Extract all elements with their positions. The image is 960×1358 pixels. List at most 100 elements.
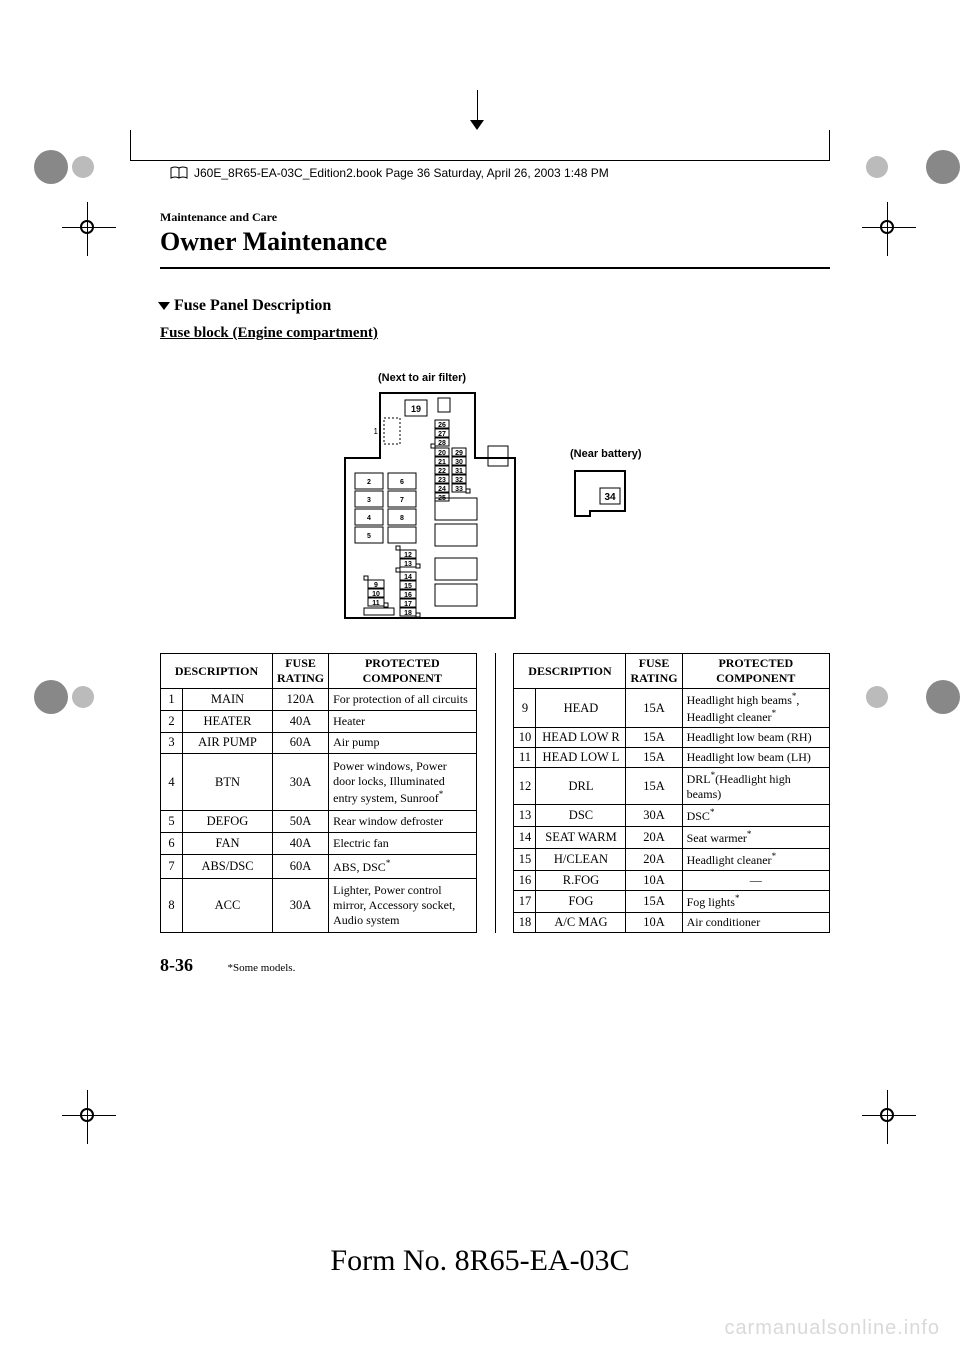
- cell-desc: H/CLEAN: [536, 849, 626, 871]
- cell-desc: ABS/DSC: [183, 854, 273, 878]
- table-row: 4BTN30APower windows, Power door locks, …: [161, 754, 477, 811]
- cell-rating: 40A: [273, 832, 329, 854]
- cell-rating: 40A: [273, 710, 329, 732]
- svg-text:2: 2: [367, 479, 371, 486]
- table-row: 9HEAD15AHeadlight high beams*, Headlight…: [514, 689, 830, 728]
- th-rating: FUSERATING: [626, 654, 682, 689]
- svg-text:22: 22: [438, 468, 446, 475]
- table-row: 12DRL15ADRL*(Headlight high beams): [514, 768, 830, 805]
- header-path: J60E_8R65-EA-03C_Edition2.book Page 36 S…: [170, 166, 609, 180]
- table-row: 16R.FOG10A—: [514, 871, 830, 891]
- cell-component: Power windows, Power door locks, Illumin…: [329, 754, 476, 811]
- svg-text:30: 30: [455, 459, 463, 466]
- near-battery-svg: 34: [570, 466, 640, 521]
- chapter-small: Maintenance and Care: [160, 210, 830, 225]
- cell-num: 5: [161, 810, 183, 832]
- form-number: Form No. 8R65-EA-03C: [0, 1244, 960, 1278]
- cell-component: Headlight cleaner*: [682, 849, 829, 871]
- cell-component: —: [682, 871, 829, 891]
- diagram-caption-side: (Near battery): [570, 448, 642, 460]
- cell-rating: 15A: [626, 689, 682, 728]
- table-row: 6FAN40AElectric fan: [161, 832, 477, 854]
- cell-rating: 50A: [273, 810, 329, 832]
- cell-component: Fog lights*: [682, 891, 829, 913]
- table-row: 5DEFOG50ARear window defroster: [161, 810, 477, 832]
- svg-text:6: 6: [400, 479, 404, 486]
- svg-text:20: 20: [438, 450, 446, 457]
- cell-component: Seat warmer*: [682, 827, 829, 849]
- svg-text:26: 26: [438, 422, 446, 429]
- svg-text:11: 11: [372, 600, 380, 607]
- svg-text:34: 34: [604, 492, 616, 503]
- cell-component: Air conditioner: [682, 913, 829, 933]
- section-heading: Fuse Panel Description: [160, 297, 830, 315]
- cell-desc: R.FOG: [536, 871, 626, 891]
- cell-rating: 20A: [626, 827, 682, 849]
- cell-desc: MAIN: [183, 689, 273, 711]
- tables-divider: [495, 653, 496, 933]
- cell-desc: HEAD: [536, 689, 626, 728]
- footnote: *Some models.: [228, 962, 296, 974]
- table-row: 1MAIN120AFor protection of all circuits: [161, 689, 477, 711]
- svg-text:5: 5: [367, 533, 371, 540]
- svg-text:15: 15: [404, 583, 412, 590]
- th-description: DESCRIPTION: [514, 654, 626, 689]
- cell-num: 11: [514, 748, 536, 768]
- svg-text:31: 31: [455, 468, 463, 475]
- page-number: 8-36: [160, 955, 193, 975]
- cell-num: 14: [514, 827, 536, 849]
- table-row: 7ABS/DSC60AABS, DSC*: [161, 854, 477, 878]
- svg-text:14: 14: [404, 574, 412, 581]
- th-component: PROTECTEDCOMPONENT: [682, 654, 829, 689]
- th-rating: FUSERATING: [273, 654, 329, 689]
- cell-rating: 15A: [626, 891, 682, 913]
- svg-text:24: 24: [438, 486, 446, 493]
- cell-component: Headlight low beam (RH): [682, 728, 829, 748]
- cell-num: 13: [514, 805, 536, 827]
- cell-desc: DSC: [536, 805, 626, 827]
- table-row: 10HEAD LOW R15AHeadlight low beam (RH): [514, 728, 830, 748]
- svg-text:21: 21: [438, 459, 446, 466]
- svg-text:1: 1: [374, 427, 379, 436]
- th-component: PROTECTEDCOMPONENT: [329, 654, 476, 689]
- table-row: 14SEAT WARM20ASeat warmer*: [514, 827, 830, 849]
- table-row: 15H/CLEAN20AHeadlight cleaner*: [514, 849, 830, 871]
- book-icon: [170, 166, 188, 180]
- cell-desc: AIR PUMP: [183, 732, 273, 754]
- cell-desc: HEAD LOW L: [536, 748, 626, 768]
- cell-num: 3: [161, 732, 183, 754]
- cell-desc: BTN: [183, 754, 273, 811]
- cell-num: 12: [514, 768, 536, 805]
- cell-num: 8: [161, 878, 183, 933]
- cell-desc: SEAT WARM: [536, 827, 626, 849]
- table-row: 8ACC30ALighter, Power control mirror, Ac…: [161, 878, 477, 933]
- table-row: 11HEAD LOW L15AHeadlight low beam (LH): [514, 748, 830, 768]
- cell-component: Headlight low beam (LH): [682, 748, 829, 768]
- cell-desc: DEFOG: [183, 810, 273, 832]
- cell-rating: 15A: [626, 728, 682, 748]
- table-row: 3AIR PUMP60AAir pump: [161, 732, 477, 754]
- cell-num: 17: [514, 891, 536, 913]
- svg-text:9: 9: [374, 582, 378, 589]
- cell-component: ABS, DSC*: [329, 854, 476, 878]
- cell-rating: 15A: [626, 768, 682, 805]
- fuse-table-left: DESCRIPTION FUSERATING PROTECTEDCOMPONEN…: [160, 653, 477, 933]
- cell-num: 10: [514, 728, 536, 748]
- svg-text:18: 18: [404, 610, 412, 617]
- cell-component: For protection of all circuits: [329, 689, 476, 711]
- diagram-caption-top: (Next to air filter): [378, 372, 830, 384]
- cell-rating: 10A: [626, 871, 682, 891]
- header-path-text: J60E_8R65-EA-03C_Edition2.book Page 36 S…: [194, 166, 609, 180]
- svg-text:29: 29: [455, 450, 463, 457]
- cell-rating: 60A: [273, 732, 329, 754]
- chapter-rule: [160, 267, 830, 269]
- cell-num: 16: [514, 871, 536, 891]
- svg-text:4: 4: [367, 515, 371, 522]
- cell-num: 18: [514, 913, 536, 933]
- svg-text:7: 7: [400, 497, 404, 504]
- cell-num: 2: [161, 710, 183, 732]
- cell-rating: 30A: [273, 878, 329, 933]
- cell-component: Electric fan: [329, 832, 476, 854]
- svg-text:32: 32: [455, 477, 463, 484]
- svg-text:28: 28: [438, 440, 446, 447]
